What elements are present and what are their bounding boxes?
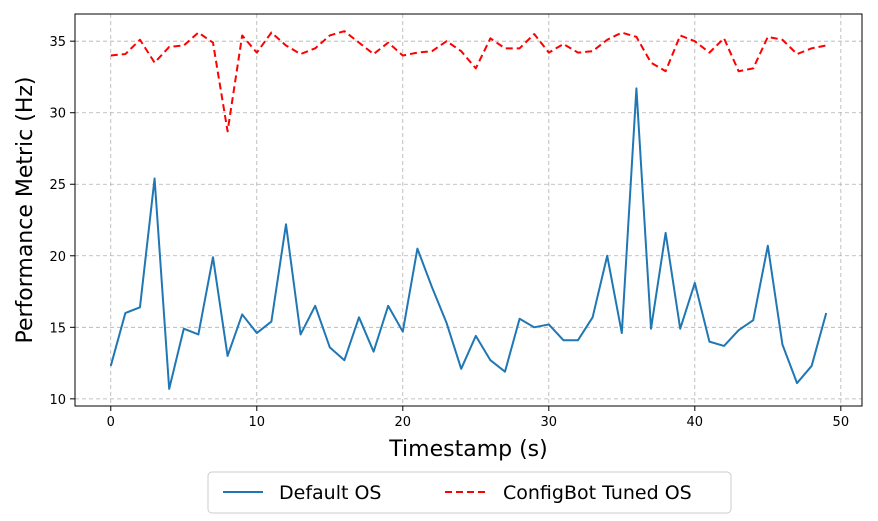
- y-tick-label: 15: [49, 321, 66, 336]
- x-tick-label: 50: [833, 415, 850, 430]
- series-line-default-os: [109, 87, 828, 390]
- y-tick-label: 20: [49, 250, 66, 265]
- series-lines: [109, 30, 828, 390]
- y-tick-label: 35: [49, 35, 66, 50]
- y-tick-label: 10: [49, 393, 66, 408]
- x-tick-label: 40: [687, 415, 704, 430]
- axis-ticks: 0 10 20 30 40 50 10 15 20 25 30 35: [49, 35, 849, 430]
- legend: Default OS ConfigBot Tuned OS: [207, 471, 732, 514]
- x-tick-label: 10: [249, 415, 266, 430]
- grid: [75, 14, 862, 406]
- legend-label-configbot-tuned-os: ConfigBot Tuned OS: [503, 482, 692, 504]
- x-axis-title: Timestamp (s): [388, 437, 547, 462]
- y-tick-label: 30: [49, 107, 66, 122]
- plot-area-frame: [74, 13, 863, 407]
- x-tick-label: 20: [395, 415, 412, 430]
- legend-label-default-os: Default OS: [279, 482, 381, 504]
- series-line-configbot-tuned-os: [110, 30, 827, 133]
- x-tick-label: 30: [541, 415, 558, 430]
- x-tick-label: 0: [107, 415, 115, 430]
- y-tick-label: 25: [49, 178, 66, 193]
- y-axis-title: Performance Metric (Hz): [13, 76, 38, 343]
